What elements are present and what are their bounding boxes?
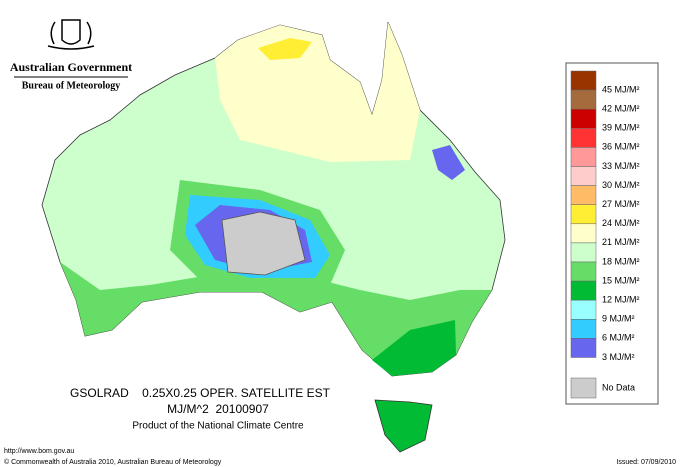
legend-swatch <box>570 128 597 148</box>
legend-label: 33 MJ/M² <box>602 161 640 171</box>
legend-label: 30 MJ/M² <box>602 180 640 190</box>
map <box>41 21 506 453</box>
legend-swatch <box>570 70 597 91</box>
legend-swatch <box>570 89 597 110</box>
legend-swatch <box>570 147 597 167</box>
crest <box>47 19 95 50</box>
legend-label: 3 MJ/M² <box>602 352 635 362</box>
caption-date: MJ/M^2 20100907 <box>167 402 269 416</box>
legend-label: 9 MJ/M² <box>602 314 635 324</box>
bureau-name: Bureau of Meteorology <box>22 80 121 91</box>
legend-swatch <box>570 280 597 301</box>
legend-swatch <box>570 299 597 320</box>
caption-product: GSOLRAD 0.25X0.25 OPER. SATELLITE EST <box>70 386 331 400</box>
legend-swatch <box>570 185 597 205</box>
north-yellow <box>258 38 312 60</box>
legend-swatch <box>570 204 597 225</box>
legend-swatch <box>570 108 597 129</box>
government-name: Australian Government <box>10 60 132 74</box>
legend-swatch <box>570 261 597 282</box>
legend-label: 21 MJ/M² <box>602 237 640 247</box>
legend-label: 27 MJ/M² <box>602 199 640 209</box>
tasmania <box>374 399 433 453</box>
legend-swatch <box>570 166 597 186</box>
no-data-area <box>221 211 306 276</box>
footer-copyright: © Commonwealth of Australia 2010, Austra… <box>4 458 222 466</box>
legend-swatch <box>570 338 597 358</box>
legend-swatch <box>570 242 597 263</box>
legend-label: 42 MJ/M² <box>602 103 640 113</box>
legend: 45 MJ/M² 42 MJ/M² 39 MJ/M² 36 MJ/M² 33 MJ/M²… <box>570 70 640 399</box>
caption-credit: Product of the National Climate Centre <box>132 421 304 432</box>
legend-label: 12 MJ/M² <box>602 294 640 304</box>
legend-swatch <box>570 377 597 399</box>
north-zone <box>215 22 420 162</box>
legend-label: 15 MJ/M² <box>602 275 640 285</box>
legend-swatch <box>570 223 597 244</box>
coastal-green <box>60 262 492 376</box>
legend-label: 39 MJ/M² <box>602 123 640 133</box>
legend-label: 36 MJ/M² <box>602 142 640 152</box>
legend-label: 45 MJ/M² <box>602 84 640 94</box>
east-green <box>372 320 456 376</box>
legend-label: No Data <box>602 382 635 392</box>
footer-issued: Issued: 07/09/2010 <box>616 459 676 466</box>
qld-blue <box>432 145 465 180</box>
legend-swatch <box>570 319 597 339</box>
footer-url: http://www.bom.gov.au <box>4 448 74 455</box>
legend-label: 24 MJ/M² <box>602 218 640 228</box>
legend-label: 6 MJ/M² <box>602 333 635 343</box>
legend-label: 18 MJ/M² <box>602 256 640 266</box>
